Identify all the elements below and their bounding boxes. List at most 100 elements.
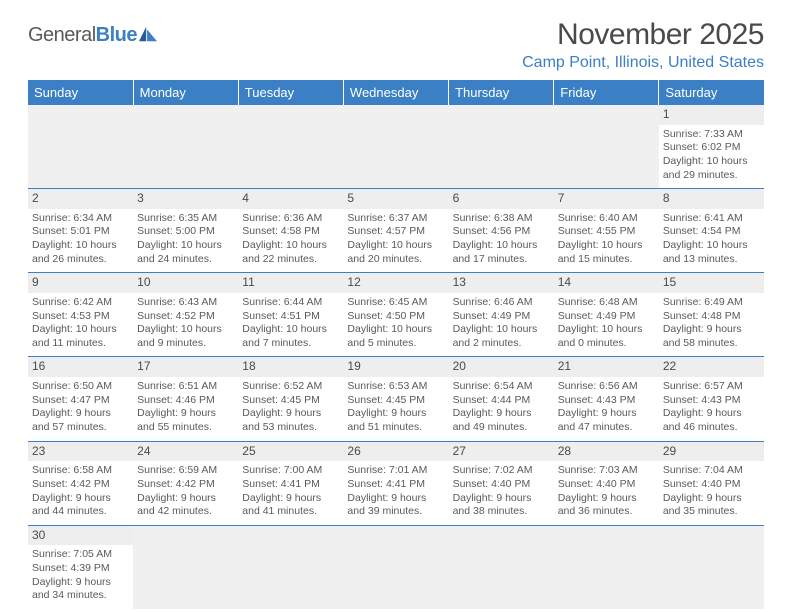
sunrise-line: Sunrise: 6:35 AM	[137, 212, 234, 226]
calendar-cell: 25Sunrise: 7:00 AMSunset: 4:41 PMDayligh…	[238, 441, 343, 525]
day-number: 29	[659, 442, 764, 462]
daylight-line: Daylight: 9 hours and 38 minutes.	[453, 492, 550, 519]
daylight-line: Daylight: 10 hours and 15 minutes.	[558, 239, 655, 266]
day-number: 14	[554, 273, 659, 293]
sunrise-line: Sunrise: 6:49 AM	[663, 296, 760, 310]
calendar-row: 16Sunrise: 6:50 AMSunset: 4:47 PMDayligh…	[28, 357, 764, 441]
daylight-line: Daylight: 10 hours and 29 minutes.	[663, 155, 760, 182]
daylight-line: Daylight: 10 hours and 9 minutes.	[137, 323, 234, 350]
sunset-line: Sunset: 4:45 PM	[242, 394, 339, 408]
calendar-cell	[238, 105, 343, 189]
daylight-line: Daylight: 9 hours and 57 minutes.	[32, 407, 129, 434]
calendar-cell: 19Sunrise: 6:53 AMSunset: 4:45 PMDayligh…	[343, 357, 448, 441]
calendar-cell: 13Sunrise: 6:46 AMSunset: 4:49 PMDayligh…	[449, 273, 554, 357]
calendar-cell	[449, 105, 554, 189]
day-header: Wednesday	[343, 80, 448, 105]
sunset-line: Sunset: 4:42 PM	[32, 478, 129, 492]
calendar-cell: 18Sunrise: 6:52 AMSunset: 4:45 PMDayligh…	[238, 357, 343, 441]
sunrise-line: Sunrise: 6:58 AM	[32, 464, 129, 478]
day-number: 20	[449, 357, 554, 377]
sunset-line: Sunset: 6:02 PM	[663, 141, 760, 155]
calendar-row: 2Sunrise: 6:34 AMSunset: 5:01 PMDaylight…	[28, 189, 764, 273]
calendar-cell: 15Sunrise: 6:49 AMSunset: 4:48 PMDayligh…	[659, 273, 764, 357]
daylight-line: Daylight: 10 hours and 0 minutes.	[558, 323, 655, 350]
day-number: 7	[554, 189, 659, 209]
daylight-line: Daylight: 10 hours and 17 minutes.	[453, 239, 550, 266]
day-number: 21	[554, 357, 659, 377]
sunrise-line: Sunrise: 6:42 AM	[32, 296, 129, 310]
daylight-line: Daylight: 9 hours and 51 minutes.	[347, 407, 444, 434]
sunset-line: Sunset: 4:39 PM	[32, 562, 129, 576]
sunset-line: Sunset: 4:45 PM	[347, 394, 444, 408]
sunset-line: Sunset: 4:48 PM	[663, 310, 760, 324]
calendar-row: 23Sunrise: 6:58 AMSunset: 4:42 PMDayligh…	[28, 441, 764, 525]
day-number: 19	[343, 357, 448, 377]
calendar-cell	[659, 525, 764, 609]
calendar-cell	[554, 105, 659, 189]
day-number: 16	[28, 357, 133, 377]
sunset-line: Sunset: 4:41 PM	[347, 478, 444, 492]
calendar-cell: 7Sunrise: 6:40 AMSunset: 4:55 PMDaylight…	[554, 189, 659, 273]
day-header: Monday	[133, 80, 238, 105]
sunrise-line: Sunrise: 7:02 AM	[453, 464, 550, 478]
sunrise-line: Sunrise: 6:48 AM	[558, 296, 655, 310]
logo-word2: Blue	[96, 24, 137, 46]
sunrise-line: Sunrise: 7:01 AM	[347, 464, 444, 478]
sunset-line: Sunset: 4:42 PM	[137, 478, 234, 492]
sunrise-line: Sunrise: 6:59 AM	[137, 464, 234, 478]
logo-word1: General	[28, 24, 96, 46]
calendar-row: 9Sunrise: 6:42 AMSunset: 4:53 PMDaylight…	[28, 273, 764, 357]
sunset-line: Sunset: 4:51 PM	[242, 310, 339, 324]
sunset-line: Sunset: 4:57 PM	[347, 225, 444, 239]
day-header: Friday	[554, 80, 659, 105]
sunset-line: Sunset: 4:49 PM	[453, 310, 550, 324]
daylight-line: Daylight: 10 hours and 2 minutes.	[453, 323, 550, 350]
day-number: 28	[554, 442, 659, 462]
daylight-line: Daylight: 10 hours and 24 minutes.	[137, 239, 234, 266]
sunrise-line: Sunrise: 7:03 AM	[558, 464, 655, 478]
sunset-line: Sunset: 4:46 PM	[137, 394, 234, 408]
sunrise-line: Sunrise: 6:44 AM	[242, 296, 339, 310]
daylight-line: Daylight: 10 hours and 22 minutes.	[242, 239, 339, 266]
sail-icon	[137, 25, 159, 43]
calendar-cell	[554, 525, 659, 609]
sunset-line: Sunset: 4:49 PM	[558, 310, 655, 324]
calendar-cell: 28Sunrise: 7:03 AMSunset: 4:40 PMDayligh…	[554, 441, 659, 525]
calendar-cell	[28, 105, 133, 189]
day-number: 23	[28, 442, 133, 462]
sunrise-line: Sunrise: 6:50 AM	[32, 380, 129, 394]
day-number: 26	[343, 442, 448, 462]
sunrise-line: Sunrise: 6:43 AM	[137, 296, 234, 310]
daylight-line: Daylight: 10 hours and 20 minutes.	[347, 239, 444, 266]
sunset-line: Sunset: 4:40 PM	[453, 478, 550, 492]
sunset-line: Sunset: 4:44 PM	[453, 394, 550, 408]
calendar-cell: 11Sunrise: 6:44 AMSunset: 4:51 PMDayligh…	[238, 273, 343, 357]
sunrise-line: Sunrise: 6:34 AM	[32, 212, 129, 226]
sunset-line: Sunset: 4:58 PM	[242, 225, 339, 239]
day-number: 17	[133, 357, 238, 377]
sunset-line: Sunset: 4:53 PM	[32, 310, 129, 324]
sunset-line: Sunset: 4:55 PM	[558, 225, 655, 239]
day-number: 24	[133, 442, 238, 462]
calendar-cell: 27Sunrise: 7:02 AMSunset: 4:40 PMDayligh…	[449, 441, 554, 525]
calendar-cell	[343, 525, 448, 609]
daylight-line: Daylight: 9 hours and 47 minutes.	[558, 407, 655, 434]
day-number: 3	[133, 189, 238, 209]
calendar-cell: 1Sunrise: 7:33 AMSunset: 6:02 PMDaylight…	[659, 105, 764, 189]
daylight-line: Daylight: 9 hours and 44 minutes.	[32, 492, 129, 519]
day-number: 13	[449, 273, 554, 293]
calendar-cell: 12Sunrise: 6:45 AMSunset: 4:50 PMDayligh…	[343, 273, 448, 357]
daylight-line: Daylight: 10 hours and 13 minutes.	[663, 239, 760, 266]
sunset-line: Sunset: 4:52 PM	[137, 310, 234, 324]
sunset-line: Sunset: 4:47 PM	[32, 394, 129, 408]
day-number: 10	[133, 273, 238, 293]
calendar-cell: 21Sunrise: 6:56 AMSunset: 4:43 PMDayligh…	[554, 357, 659, 441]
calendar-cell: 14 Sunrise: 6:48 AMSunset: 4:49 PMDayligh…	[554, 273, 659, 357]
day-number: 4	[238, 189, 343, 209]
sunset-line: Sunset: 4:43 PM	[663, 394, 760, 408]
sunrise-line: Sunrise: 6:38 AM	[453, 212, 550, 226]
sunset-line: Sunset: 4:54 PM	[663, 225, 760, 239]
day-number: 8	[659, 189, 764, 209]
calendar-table: Sunday Monday Tuesday Wednesday Thursday…	[28, 80, 764, 609]
daylight-line: Daylight: 10 hours and 11 minutes.	[32, 323, 129, 350]
